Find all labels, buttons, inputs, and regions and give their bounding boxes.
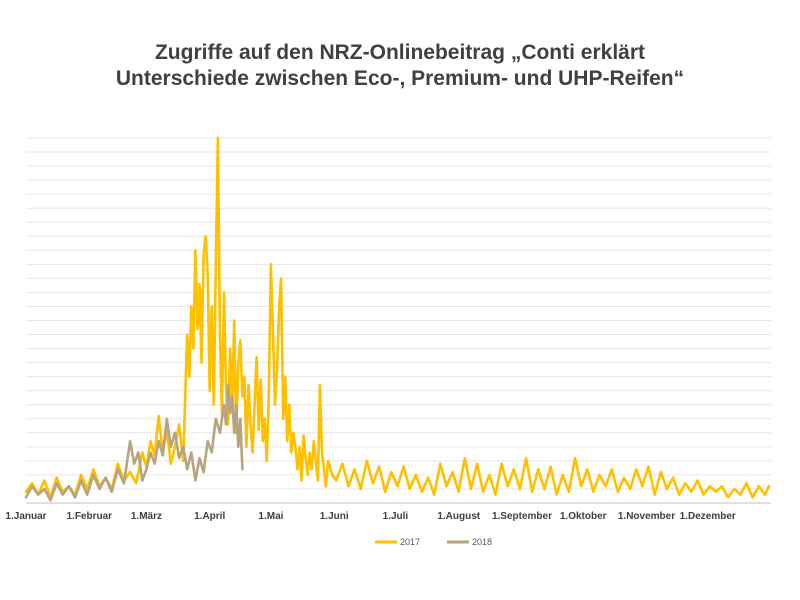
gridlines xyxy=(26,137,771,504)
x-tick-label: 1.April xyxy=(194,511,225,522)
legend-label-2018: 2018 xyxy=(472,537,492,547)
x-tick-label: 1.Mai xyxy=(258,511,283,522)
x-tick-label: 1.Juli xyxy=(383,511,409,522)
chart-title-line-2: Unterschiede zwischen Eco-, Premium- und… xyxy=(115,67,685,90)
series-line-2018 xyxy=(24,383,244,502)
series-lines xyxy=(24,136,771,502)
x-tick-label: 1.März xyxy=(131,511,162,522)
x-tick-label: 1.Februar xyxy=(66,511,112,522)
chart-title-line-1: Zugriffe auf den NRZ-Onlinebeitrag „Cont… xyxy=(154,41,646,64)
x-tick-label: 1.Oktober xyxy=(560,511,607,522)
chart-title: Zugriffe auf den NRZ-Onlinebeitrag „Cont… xyxy=(0,40,800,92)
x-tick-label: 1.Januar xyxy=(5,511,46,522)
series-line-2017 xyxy=(24,136,771,499)
x-tick-label: 1.November xyxy=(618,511,675,522)
x-tick-label: 1.August xyxy=(437,511,480,522)
x-axis: 1.Januar 1.Februar 1.März 1.April 1.Mai 1.Jun… xyxy=(5,511,735,522)
x-tick-label: 1.Juni xyxy=(320,511,349,522)
x-tick-label: 1.September xyxy=(492,511,552,522)
x-tick-label: 1.Dezember xyxy=(680,511,736,522)
legend: 2017 2018 xyxy=(375,537,492,547)
legend-label-2017: 2017 xyxy=(400,537,420,547)
